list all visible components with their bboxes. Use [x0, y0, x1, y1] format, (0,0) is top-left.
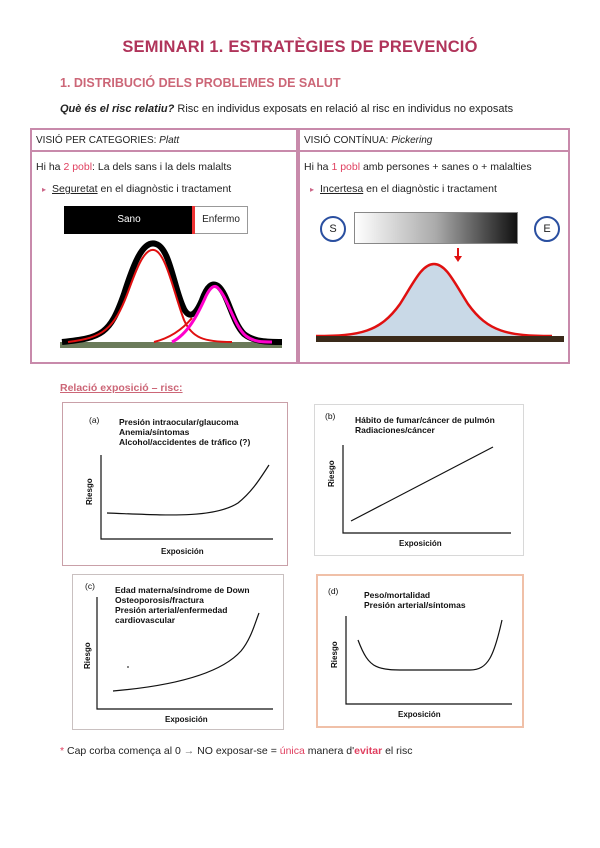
graph-a-curve: [106, 464, 270, 516]
curve-baseline: [316, 336, 564, 342]
footer-text-2: NO exposar-se =: [194, 745, 280, 757]
categories-box: VISIÓ PER CATEGORIES: Platt Hi ha 2 pobl…: [30, 128, 298, 364]
enfermo-circle: E: [534, 216, 560, 242]
categories-bullet-underlined: Seguretat: [52, 183, 98, 195]
graph-d-curve: [357, 619, 503, 671]
curve-fill: [316, 264, 552, 336]
footer-note: * Cap corba comença al 0 → NO exposar-se…: [60, 745, 413, 757]
footer-text-1: Cap corba comença al 0: [64, 745, 184, 757]
categories-heading: VISIÓ PER CATEGORIES: Platt: [36, 135, 179, 146]
graph-c-label-3: Presión arterial/enfermedad: [115, 605, 228, 615]
graph-c: (c) Edad materna/síndrome de Down Osteop…: [72, 574, 284, 730]
continuous-bullet: ▸ Incertesa en el diagnòstic i tractament: [310, 183, 497, 195]
definition-answer: Risc en individus exposats en relació al…: [174, 103, 514, 115]
continuous-author: Pickering: [388, 135, 433, 146]
categories-bullet-rest: en el diagnòstic i tractament: [97, 183, 232, 195]
graph-d: (d) Peso/mortalidad Presión arterial/sín…: [316, 574, 524, 728]
healthy-curve-tail: [153, 317, 193, 343]
graph-d-label-2: Presión arterial/síntomas: [364, 600, 466, 610]
graph-b-tag: (b): [325, 411, 336, 421]
graph-d-plot: [345, 616, 512, 705]
bell-curve: [315, 262, 553, 338]
continuous-heading: VISIÓ CONTÍNUA: Pickering: [304, 135, 432, 146]
continuous-bullet-rest: en el diagnòstic i tractament: [363, 183, 497, 195]
continuous-label: VISIÓ CONTÍNUA:: [304, 135, 389, 146]
continuous-line-pre: Hi ha: [304, 161, 332, 173]
continuous-box-header: VISIÓ CONTÍNUA: Pickering: [300, 130, 568, 152]
graph-a-label-2: Anemia/síntomas: [119, 427, 190, 437]
graph-a-label-1: Presión intraocular/glaucoma: [119, 417, 239, 427]
graph-a-label-3: Alcohol/accidentes de tráfico (?): [119, 437, 251, 447]
footer-star: *: [60, 745, 65, 757]
gradient-bar: [354, 212, 518, 244]
graph-c-axes: [96, 597, 273, 710]
curve-baseline: [60, 342, 282, 348]
categories-label: VISIÓ PER CATEGORIES:: [36, 135, 157, 146]
relation-title: Relació exposició – risc:: [60, 382, 183, 394]
graph-b-plot: [342, 445, 511, 534]
definition-question: Què és el risc relatiu?: [60, 103, 175, 115]
categories-bullet: ▸ Seguretat en el diagnòstic i tractament: [42, 183, 231, 195]
categories-line-pre: Hi ha: [36, 161, 64, 173]
graph-b-label-1: Hábito de fumar/cáncer de pulmón: [355, 415, 495, 425]
graph-a: (a) Presión intraocular/glaucoma Anemia/…: [62, 402, 288, 566]
categories-line: Hi ha 2 pobl: La dels sans i la dels mal…: [36, 161, 232, 173]
footer-pink-1: única: [279, 745, 305, 757]
categories-box-header: VISIÓ PER CATEGORIES: Platt: [32, 130, 296, 152]
footer-pink-2: evitar: [354, 745, 383, 757]
bullet-icon: ▸: [42, 185, 47, 194]
continuous-bullet-underlined: Incertesa: [320, 183, 364, 195]
page-title: SEMINARI 1. ESTRATÈGIES DE PREVENCIÓ: [122, 38, 478, 56]
single-population-curve: [315, 248, 564, 342]
graph-d-label-1: Peso/mortalidad: [364, 590, 431, 600]
healthy-curve: [67, 248, 233, 343]
graph-a-axes: [100, 455, 273, 540]
graph-c-label-2: Osteoporosis/fractura: [115, 595, 204, 605]
categories-author: Platt: [156, 135, 180, 146]
graph-d-axes: [345, 616, 512, 705]
sano-circle: S: [320, 216, 346, 242]
footer-arrow: →: [183, 745, 195, 757]
graph-a-tag: (a): [89, 415, 100, 425]
bar-divider: [192, 206, 195, 234]
graph-c-label-4: cardiovascular: [115, 615, 176, 625]
footer-text-3: manera d': [304, 745, 355, 757]
combined-curve: [61, 240, 283, 345]
graph-c-curve: [112, 612, 260, 692]
graph-b: (b) Hábito de fumar/cáncer de pulmón Rad…: [314, 404, 524, 556]
graph-c-label-1: Edad materna/síndrome de Down: [115, 585, 250, 595]
definition-line: Què és el risc relatiu? Risc en individu…: [60, 103, 513, 115]
graph-a-plot: [100, 455, 273, 540]
continuous-line-post: amb persones + sanes o + malalties: [360, 161, 532, 173]
graph-c-xlabel: Exposición: [165, 715, 208, 724]
section-heading: 1. DISTRIBUCIÓ DELS PROBLEMES DE SALUT: [60, 76, 341, 90]
bullet-icon: ▸: [310, 185, 315, 194]
categories-line-pink: 2 pobl: [63, 161, 93, 173]
graph-c-plot: [96, 597, 273, 710]
graph-b-label-2: Radiaciones/cáncer: [355, 425, 435, 435]
arrow-head-icon: [454, 256, 462, 262]
graph-b-axes: [342, 445, 511, 534]
enfermo-bar: Enfermo: [194, 206, 248, 234]
sano-bar: Sano: [64, 206, 194, 234]
categories-line-post: : La dels sans i la dels malalts: [92, 161, 232, 173]
graph-a-xlabel: Exposición: [161, 547, 204, 556]
graph-b-line: [350, 446, 494, 522]
continuous-line-pink: 1 pobl: [331, 161, 361, 173]
footer-text-4: el risc: [382, 745, 413, 757]
continuous-box: VISIÓ CONTÍNUA: Pickering Hi ha 1 pobl a…: [298, 128, 570, 364]
graph-d-xlabel: Exposición: [398, 710, 441, 719]
continuous-line: Hi ha 1 pobl amb persones + sanes o + ma…: [304, 161, 532, 173]
graph-c-tag: (c): [85, 581, 95, 591]
graph-d-tag: (d): [328, 586, 339, 596]
two-population-curve: [60, 240, 283, 348]
sick-curve: [171, 284, 273, 344]
graph-b-xlabel: Exposición: [399, 539, 442, 548]
